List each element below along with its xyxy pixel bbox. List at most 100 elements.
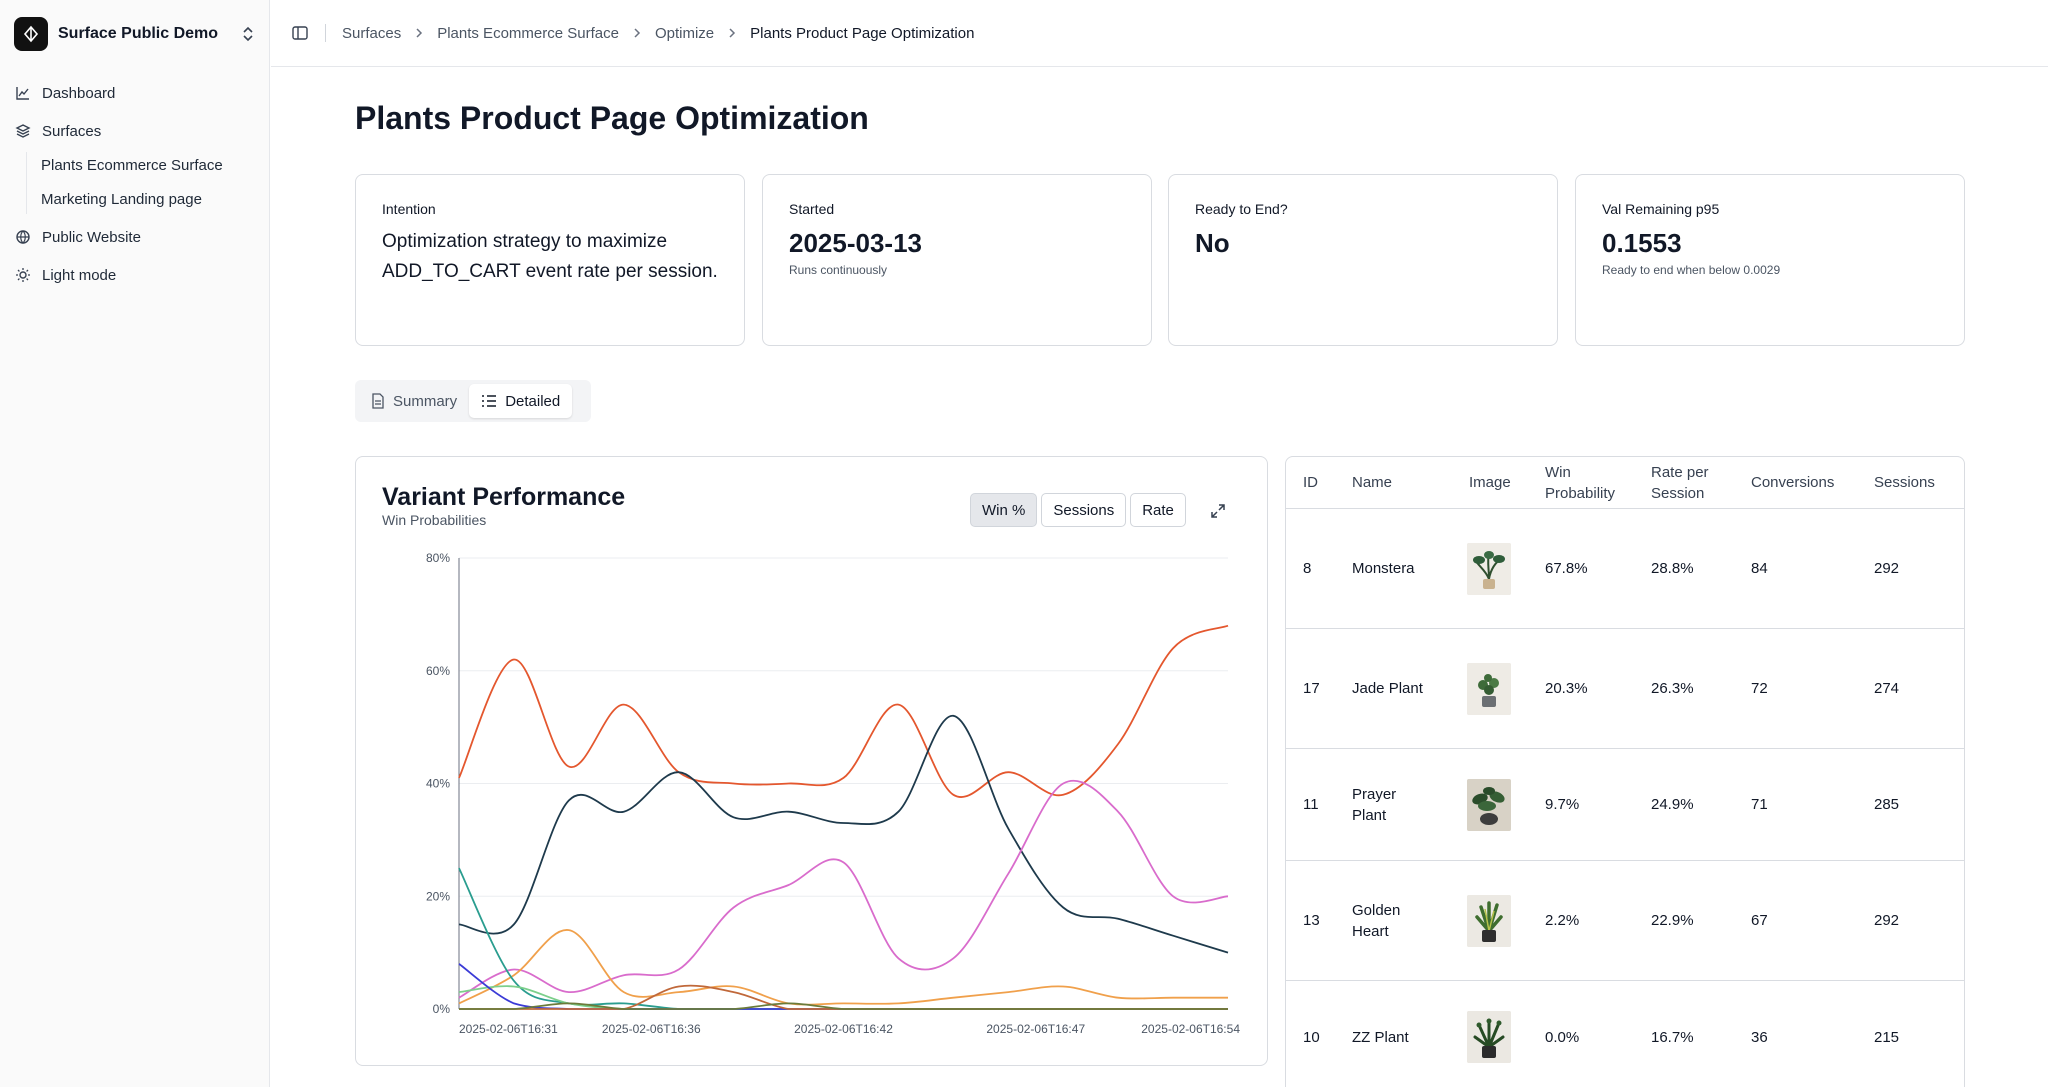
- expand-icon[interactable]: [1208, 501, 1228, 521]
- ready-label: Ready to End?: [1195, 201, 1288, 217]
- header-sessions: Sessions: [1874, 474, 1935, 491]
- cell-conversions: 36: [1751, 1028, 1768, 1046]
- table-row[interactable]: 17 Jade Plant 20.3% 26.3% 72 274: [1286, 629, 1964, 749]
- view-toggle: Summary Detailed: [355, 380, 591, 422]
- submenu-divider: [26, 152, 27, 214]
- chart-line-icon: [14, 84, 32, 102]
- x-tick-label: 2025-02-06T16:31: [459, 1022, 558, 1036]
- sidebar-toggle-icon[interactable]: [289, 22, 311, 44]
- cell-conversions: 71: [1751, 796, 1768, 813]
- table-header-divider: [1286, 508, 1964, 509]
- started-label: Started: [789, 201, 835, 217]
- chart-subtitle: Win Probabilities: [382, 512, 487, 528]
- cell-name: Prayer Plant: [1352, 785, 1397, 824]
- series-line-3: [458, 929, 1228, 1006]
- cell-rate: 26.3%: [1651, 680, 1694, 697]
- series-line-4: [458, 867, 1228, 1010]
- cell-win-probability: 20.3%: [1545, 680, 1588, 697]
- tab-summary[interactable]: Summary: [359, 384, 469, 418]
- rate-button[interactable]: Rate: [1130, 493, 1186, 527]
- cell-image: [1467, 629, 1511, 748]
- x-tick-label: 2025-02-06T16:54: [1141, 1022, 1240, 1036]
- list-icon: [481, 394, 497, 408]
- workspace-name: Surface Public Demo: [58, 25, 219, 42]
- variants-table: ID Name Image Win Probability Rate per S…: [1285, 456, 1965, 1087]
- plant-thumbnail: [1467, 662, 1511, 715]
- win-percent-button[interactable]: Win %: [970, 493, 1038, 527]
- sidebar: Surface Public Demo Dashboard Surfaces P…: [0, 0, 270, 1087]
- tab-detailed[interactable]: Detailed: [469, 384, 573, 418]
- cell-image: [1467, 509, 1511, 628]
- val-remaining-card: Val Remaining p95 0.1553 Ready to end wh…: [1575, 174, 1965, 346]
- series-line-6: [458, 963, 1228, 1010]
- started-card: Started 2025-03-13 Runs continuously: [762, 174, 1152, 346]
- cell-id: 17: [1303, 680, 1320, 697]
- variant-performance-card: Variant Performance Win Probabilities Wi…: [355, 456, 1268, 1066]
- breadcrumb-surfaces[interactable]: Surfaces: [342, 24, 402, 42]
- topbar: Surfaces Plants Ecommerce Surface Optimi…: [271, 0, 2048, 67]
- y-tick-label: 40%: [426, 777, 450, 791]
- sidebar-item-surfaces[interactable]: Surfaces: [14, 117, 101, 145]
- cell-image: [1467, 861, 1511, 980]
- sidebar-item-light-mode[interactable]: Light mode: [14, 261, 116, 289]
- sidebar-item-label: Dashboard: [42, 84, 116, 102]
- chevron-up-down-icon: [238, 24, 258, 44]
- ready-value: No: [1195, 228, 1230, 258]
- sessions-button[interactable]: Sessions: [1041, 493, 1127, 527]
- cell-rate: 24.9%: [1651, 796, 1694, 813]
- cell-win-probability: 67.8%: [1545, 560, 1588, 577]
- globe-icon: [14, 228, 32, 246]
- cell-sessions: 292: [1874, 560, 1900, 577]
- y-tick-label: 80%: [426, 551, 450, 565]
- cell-id: 10: [1303, 1028, 1320, 1046]
- y-tick-label: 20%: [426, 889, 450, 903]
- tab-detailed-label: Detailed: [505, 392, 561, 410]
- sidebar-subitem-plants-ecommerce[interactable]: Plants Ecommerce Surface: [41, 156, 223, 174]
- win-probability-chart: 0% 20% 40% 60% 80% 2025-02-06T16:31 2025-02-06…: [426, 551, 1240, 1036]
- cell-name: Monstera: [1352, 560, 1415, 577]
- intention-label: Intention: [382, 201, 436, 217]
- header-win-probability: Win Probability: [1545, 463, 1616, 502]
- sidebar-item-public-website[interactable]: Public Website: [14, 223, 141, 251]
- cell-id: 8: [1303, 560, 1312, 577]
- plant-thumbnail: [1467, 894, 1511, 947]
- cell-image: [1467, 981, 1511, 1087]
- val-remaining-label: Val Remaining p95: [1602, 201, 1720, 217]
- layers-icon: [14, 122, 32, 140]
- table-row[interactable]: 11 Prayer Plant 9.7% 24.9% 71 285: [1286, 749, 1964, 861]
- sidebar-subitem-marketing-landing[interactable]: Marketing Landing page: [41, 190, 202, 208]
- header-id: ID: [1303, 474, 1318, 491]
- breadcrumb: Surfaces Plants Ecommerce Surface Optimi…: [342, 25, 974, 42]
- cell-conversions: 72: [1751, 680, 1768, 697]
- breadcrumb-plants-ecommerce[interactable]: Plants Ecommerce Surface: [437, 24, 619, 42]
- table-row[interactable]: 8 Monstera 67.8% 28.8% 84 292: [1286, 509, 1964, 629]
- sidebar-item-dashboard[interactable]: Dashboard: [14, 79, 115, 107]
- sun-icon: [14, 266, 32, 284]
- chart-title: Variant Performance: [382, 483, 626, 511]
- header-image: Image: [1469, 474, 1511, 491]
- document-icon: [371, 393, 385, 409]
- header-rate-per-session: Rate per Session: [1651, 463, 1709, 502]
- cell-name: Golden Heart: [1352, 901, 1401, 940]
- cell-win-probability: 9.7%: [1545, 796, 1580, 813]
- workspace-switcher[interactable]: Surface Public Demo: [14, 14, 258, 54]
- started-value: 2025-03-13: [789, 228, 922, 258]
- header-conversions: Conversions: [1751, 474, 1835, 491]
- cell-rate: 16.7%: [1651, 1028, 1694, 1046]
- cell-name: ZZ Plant: [1352, 1028, 1409, 1046]
- tab-summary-label: Summary: [393, 392, 458, 410]
- cell-rate: 22.9%: [1651, 912, 1694, 929]
- table-row[interactable]: 13 Golden Heart 2.2% 22.9% 67 292: [1286, 861, 1964, 981]
- val-remaining-value: 0.1553: [1602, 228, 1682, 258]
- sidebar-item-label: Light mode: [42, 266, 117, 284]
- series-line-2: [458, 779, 1229, 999]
- breadcrumb-optimize[interactable]: Optimize: [654, 24, 715, 42]
- breadcrumb-current: Plants Product Page Optimization: [750, 24, 975, 42]
- table-row[interactable]: 10 ZZ Plant 0.0% 16.7% 36 215: [1286, 981, 1964, 1087]
- x-tick-label: 2025-02-06T16:47: [986, 1022, 1085, 1036]
- page-title: Plants Product Page Optimization: [355, 100, 869, 136]
- cell-id: 11: [1303, 796, 1319, 813]
- topbar-divider: [325, 24, 326, 42]
- cell-id: 13: [1303, 912, 1320, 929]
- cell-rate: 28.8%: [1651, 560, 1694, 577]
